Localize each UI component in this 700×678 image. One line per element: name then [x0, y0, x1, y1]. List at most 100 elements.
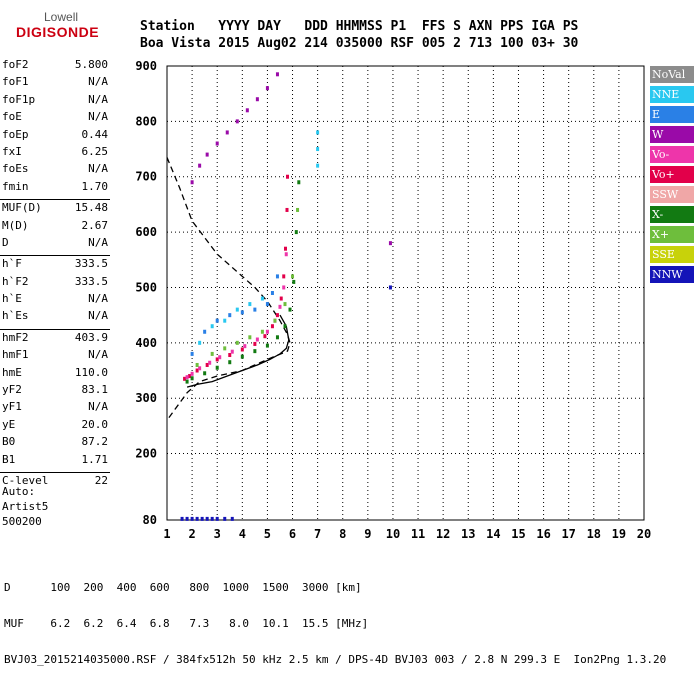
echo-point-vo-	[243, 344, 247, 349]
echo-point-x-	[235, 340, 239, 345]
param-separator	[0, 471, 110, 473]
param-value: 2.67	[81, 218, 109, 232]
legend-item-x-: X+	[650, 226, 694, 243]
echo-point-vo-	[283, 246, 287, 251]
y-tick-label: 300	[135, 391, 157, 405]
param-value: 110.0	[74, 365, 108, 379]
param-row: yE 20.0	[0, 418, 110, 435]
legend-item-ssw: SSW	[650, 186, 694, 203]
logo-line1: Lowell	[44, 10, 79, 24]
param-row: D N/A	[0, 236, 110, 253]
param-row: hmE 110.0	[0, 366, 110, 383]
echo-point-nnw	[215, 516, 219, 521]
param-row: h`Es N/A	[0, 309, 110, 326]
echo-point-w	[205, 152, 209, 157]
echo-point-x-	[190, 376, 194, 381]
header-labels-cell: YYYY	[218, 19, 258, 34]
header-values-cell: 03+	[531, 36, 563, 51]
param-name: fmin	[2, 179, 29, 193]
y-tick-label: 200	[135, 447, 157, 461]
echo-point-vo-	[183, 376, 187, 381]
param-name: D	[2, 235, 9, 249]
echo-point-nnw	[210, 516, 214, 521]
x-tick-label: 9	[364, 527, 371, 541]
echo-point-vo-	[215, 357, 219, 362]
echo-point-w	[198, 163, 202, 168]
echo-point-w	[235, 119, 239, 124]
param-row: M(D) 2.67	[0, 219, 110, 236]
x-tick-label: 13	[461, 527, 475, 541]
param-name: foE	[2, 110, 22, 124]
param-row: h`E N/A	[0, 292, 110, 309]
echo-point-nne	[260, 296, 264, 301]
x-tick-label: 1	[163, 527, 170, 541]
logo-line2: DIGISONDE	[16, 24, 100, 40]
x-tick-label: 12	[436, 527, 450, 541]
echo-point-x-	[283, 324, 287, 329]
x-tick-label: 15	[511, 527, 525, 541]
param-row: B0 87.2	[0, 435, 110, 452]
footer-distance-row: D 100 200 400 600 800 1000 1500 3000 [km…	[4, 581, 362, 594]
echo-point-nne	[248, 302, 252, 307]
param-name: yF1	[2, 400, 22, 414]
y-tick-label: 700	[135, 170, 157, 184]
header-values-cell: 2015	[218, 36, 258, 51]
header-values-cell: 035000	[335, 36, 391, 51]
echo-point-nne	[316, 163, 320, 168]
echo-point-x-	[296, 207, 300, 212]
header-labels-cell: Station	[140, 19, 219, 34]
param-name: B0	[2, 435, 16, 449]
header-values-cell: 2	[453, 36, 469, 51]
x-tick-label: 10	[386, 527, 400, 541]
param-value: N/A	[88, 110, 108, 124]
x-tick-label: 11	[411, 527, 425, 541]
y-tick-label: 900	[135, 59, 157, 73]
echo-point-x-	[273, 318, 277, 323]
header-labels-cell: P1	[390, 19, 422, 34]
auto-label: Auto:	[2, 485, 36, 498]
param-row: yF2 83.1	[0, 383, 110, 400]
header-labels-cell: PPS	[500, 19, 532, 34]
legend-item-nne: NNE	[650, 86, 694, 103]
echo-point-x-	[195, 362, 199, 367]
param-value: 83.1	[81, 383, 109, 397]
param-value: 5.800	[74, 58, 108, 71]
echo-point-e	[265, 302, 269, 307]
param-row: hmF2 403.9	[0, 331, 110, 348]
echo-point-vo-	[265, 329, 269, 334]
echo-point-vo-	[185, 375, 189, 380]
parameter-panel: foF2 5.800 foF1 N/A foF1p N/A foE N/A foEp 0.44 fx…	[0, 58, 110, 491]
param-row: C-level 22	[0, 474, 110, 491]
echo-point-x-	[203, 371, 207, 376]
y-tick-label: 600	[135, 225, 157, 239]
echo-point-nne	[316, 147, 320, 152]
param-value: N/A	[88, 292, 108, 306]
header-labels-cell: FFS	[421, 19, 454, 34]
x-tick-label: 6	[289, 527, 296, 541]
echo-point-w	[275, 72, 279, 77]
param-value: 403.9	[74, 330, 108, 344]
legend-item-x-: X-	[650, 206, 694, 223]
echo-point-vo-	[228, 353, 232, 358]
param-value: 6.25	[81, 144, 109, 158]
echo-point-e	[203, 329, 207, 334]
param-name: h`F2	[2, 274, 29, 288]
echo-point-nne	[235, 307, 239, 312]
echo-point-vo-	[284, 252, 288, 257]
plot-frame	[166, 65, 645, 521]
header-labels-cell: DAY	[257, 19, 305, 34]
echo-point-nnw	[230, 516, 234, 521]
echo-point-nnw	[223, 516, 227, 521]
echo-point-vo-	[198, 366, 202, 371]
legend-item-w: W	[650, 126, 694, 143]
header-labels-cell: HHMMSS	[335, 19, 391, 34]
legend-item-vo-: Vo+	[650, 166, 694, 183]
header-labels: Station YYYY DAY DDD HHMMSS P1 FFS S AXN…	[140, 18, 586, 35]
x-tick-label: 2	[188, 527, 195, 541]
echo-point-w	[245, 108, 249, 113]
param-row: hmF1 N/A	[0, 348, 110, 365]
echo-point-w	[255, 97, 259, 102]
param-row: fxI 6.25	[0, 145, 110, 162]
echo-point-vo-	[282, 274, 286, 279]
echo-point-vo-	[275, 313, 279, 318]
